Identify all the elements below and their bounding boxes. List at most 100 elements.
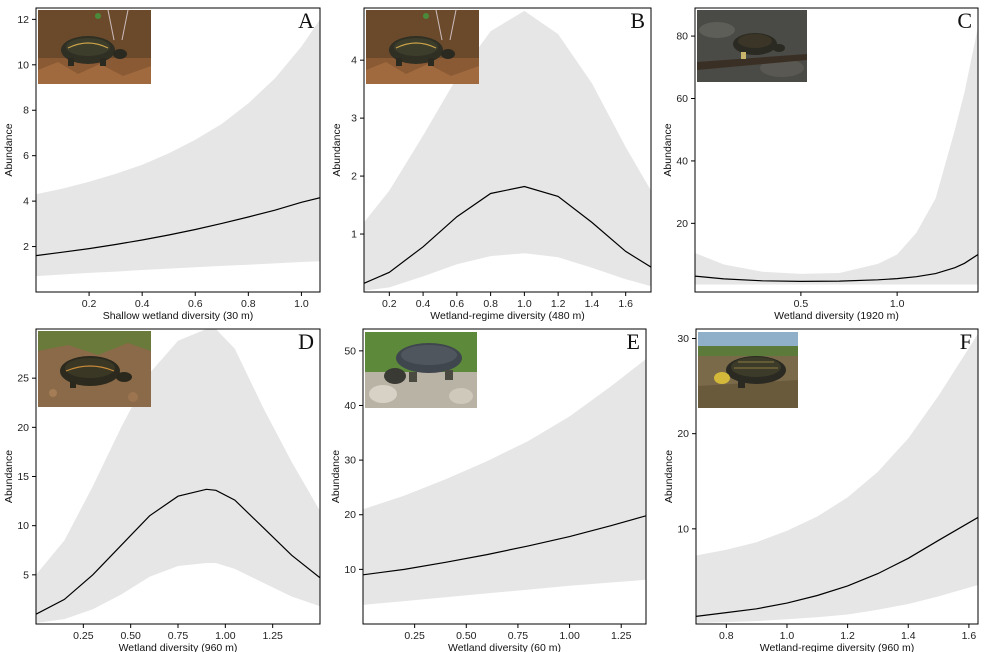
y-axis-title: Abundance xyxy=(3,123,15,176)
confidence-band xyxy=(695,26,978,285)
x-tick-label: 0.8 xyxy=(719,630,734,642)
x-axis-title: Wetland-regime diversity (480 m) xyxy=(430,310,584,322)
x-tick-label: 0.6 xyxy=(450,298,465,310)
y-tick-label: 10 xyxy=(344,564,356,576)
x-axis-title: Wetland diversity (960 m) xyxy=(119,642,238,652)
y-tick-label: 30 xyxy=(677,333,689,345)
y-tick-label: 30 xyxy=(344,455,356,467)
panel-b: 0.2 0.4 0.6 0.8 1.0 1.2 1.4 1.6 1 2 3 4 Wetland-regi… xyxy=(331,7,652,322)
y-tick-label: 2 xyxy=(351,171,357,183)
y-tick-label: 4 xyxy=(351,55,357,67)
x-tick-label: 0.50 xyxy=(120,630,141,642)
confidence-band xyxy=(36,329,320,623)
y-tick-label: 20 xyxy=(17,422,29,434)
confidence-band xyxy=(36,19,320,277)
y-tick-label: 40 xyxy=(676,155,688,167)
x-tick-label: 0.8 xyxy=(483,298,498,310)
x-tick-label: 0.4 xyxy=(416,298,431,310)
panel-f: 0.8 1.0 1.2 1.4 1.6 10 20 30 Wetland-regime dive… xyxy=(663,328,979,652)
y-tick-label: 15 xyxy=(17,471,29,483)
y-axis-title: Abundance xyxy=(663,450,675,503)
x-tick-label: 1.0 xyxy=(890,298,905,310)
y-axis-title: Abundance xyxy=(3,450,15,503)
y-tick-label: 80 xyxy=(676,31,688,43)
panel-e: 0.25 0.50 0.75 1.00 1.25 10 20 30 40 50 Wetland di… xyxy=(330,328,647,652)
x-tick-label: 0.4 xyxy=(135,298,150,310)
fitted-line xyxy=(36,488,320,615)
y-tick-label: 25 xyxy=(17,373,29,385)
y-tick-label: 20 xyxy=(676,218,688,230)
y-tick-label: 5 xyxy=(23,569,29,581)
x-tick-label: 1.2 xyxy=(840,630,855,642)
x-tick-label: 1.25 xyxy=(262,630,283,642)
x-tick-label: 1.4 xyxy=(585,298,600,310)
x-tick-label: 1.00 xyxy=(215,630,236,642)
snapping-turtle-photo xyxy=(365,332,477,408)
fitted-line xyxy=(36,197,320,257)
x-tick-label: 1.6 xyxy=(618,298,633,310)
plot-frame xyxy=(694,7,979,293)
y-tick-label: 4 xyxy=(23,196,29,208)
x-tick-label: 1.00 xyxy=(559,630,580,642)
x-axis-title: Shallow wetland diversity (30 m) xyxy=(103,310,254,322)
y-tick-label: 60 xyxy=(676,93,688,105)
plot-frame xyxy=(362,328,647,625)
x-tick-label: 1.25 xyxy=(611,630,632,642)
x-axis-title: Wetland-regime diversity (960 m) xyxy=(760,642,914,652)
y-tick-label: 20 xyxy=(344,509,356,521)
y-tick-label: 3 xyxy=(351,113,357,125)
plot-frame xyxy=(363,7,652,293)
panel-letter: E xyxy=(627,329,640,354)
x-tick-label: 0.6 xyxy=(188,298,203,310)
x-tick-label: 0.75 xyxy=(168,630,189,642)
x-axis-title: Wetland diversity (1920 m) xyxy=(774,310,899,322)
confidence-band xyxy=(364,10,651,291)
y-tick-label: 2 xyxy=(23,241,29,253)
y-axis-title: Abundance xyxy=(662,123,674,176)
x-tick-label: 0.75 xyxy=(508,630,529,642)
y-tick-label: 8 xyxy=(23,105,29,117)
panel-letter: D xyxy=(298,329,314,354)
y-tick-label: 6 xyxy=(23,150,29,162)
y-tick-label: 12 xyxy=(17,14,29,26)
confidence-band xyxy=(696,333,978,623)
y-tick-label: 20 xyxy=(677,428,689,440)
mud-turtle-photo xyxy=(697,10,807,82)
x-tick-label: 1.4 xyxy=(901,630,916,642)
panel-a: 0.2 0.4 0.6 0.8 1.0 2 4 6 8 10 12 Shallow wetland d… xyxy=(3,7,321,322)
panel-letter: C xyxy=(957,8,972,33)
fitted-line xyxy=(695,253,978,283)
y-tick-label: 10 xyxy=(17,520,29,532)
y-tick-label: 40 xyxy=(344,400,356,412)
x-tick-label: 1.0 xyxy=(780,630,795,642)
painted-turtle-photo-2 xyxy=(38,331,151,407)
x-axis-title: Wetland diversity (60 m) xyxy=(448,642,561,652)
fitted-line xyxy=(364,185,651,284)
x-tick-label: 0.2 xyxy=(82,298,97,310)
y-tick-label: 10 xyxy=(677,523,689,535)
x-tick-label: 0.5 xyxy=(794,298,809,310)
fitted-line xyxy=(363,515,646,576)
x-tick-label: 0.8 xyxy=(241,298,256,310)
y-tick-label: 1 xyxy=(351,229,357,241)
x-tick-label: 0.2 xyxy=(382,298,397,310)
panel-letter: B xyxy=(630,8,645,33)
x-tick-label: 1.0 xyxy=(294,298,309,310)
panel-letter: A xyxy=(298,8,314,33)
panel-d: 0.25 0.50 0.75 1.00 1.25 5 10 15 20 25 Wetland div… xyxy=(3,328,321,652)
y-tick-label: 10 xyxy=(17,59,29,71)
plot-frame xyxy=(35,7,321,293)
fitted-line xyxy=(696,516,978,617)
x-tick-label: 0.25 xyxy=(73,630,94,642)
painted-turtle-photo xyxy=(38,10,151,84)
blandings-turtle-photo xyxy=(698,332,798,408)
y-axis-title: Abundance xyxy=(330,450,342,503)
x-tick-label: 1.6 xyxy=(962,630,977,642)
painted-turtle-photo xyxy=(366,10,479,84)
plot-frame xyxy=(695,328,979,625)
x-tick-label: 0.25 xyxy=(404,630,425,642)
x-tick-label: 0.50 xyxy=(456,630,477,642)
x-tick-label: 1.2 xyxy=(551,298,566,310)
